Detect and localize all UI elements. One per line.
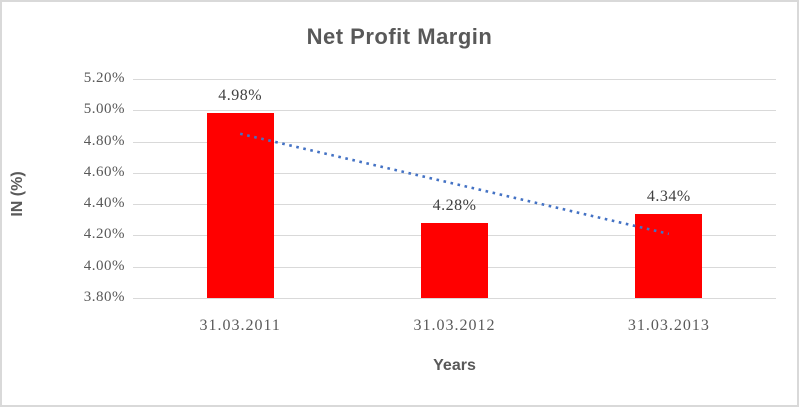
- x-tick-label: 31.03.2012: [413, 317, 496, 334]
- y-axis-title: IN (%): [9, 171, 26, 217]
- chart-title: Net Profit Margin: [306, 24, 493, 49]
- bar-31.03.2013: [635, 213, 703, 298]
- y-tick-label: 4.60%: [83, 163, 125, 180]
- y-tick-label: 3.80%: [83, 289, 125, 305]
- y-gridline: [133, 110, 776, 112]
- y-tick-label: 4.20%: [83, 226, 125, 243]
- y-gridline: [133, 298, 776, 299]
- bar-value-label: 4.34%: [646, 187, 691, 205]
- x-tick-label: 31.03.2011: [199, 317, 281, 334]
- y-tick-label: 5.00%: [83, 101, 125, 118]
- bar-value-label: 4.98%: [218, 87, 263, 105]
- bar-value-label: 4.28%: [432, 196, 477, 214]
- y-tick-label: 4.00%: [83, 257, 125, 274]
- y-gridline: [133, 79, 776, 80]
- x-tick-label: 31.03.2013: [627, 317, 710, 334]
- y-tick-label: 5.20%: [83, 70, 125, 86]
- bar-31.03.2011: [206, 113, 274, 298]
- y-tick-label: 4.40%: [83, 195, 125, 212]
- x-axis-title: Years: [433, 357, 476, 374]
- bar-31.03.2012: [421, 222, 488, 298]
- y-tick-label: 4.80%: [83, 132, 125, 149]
